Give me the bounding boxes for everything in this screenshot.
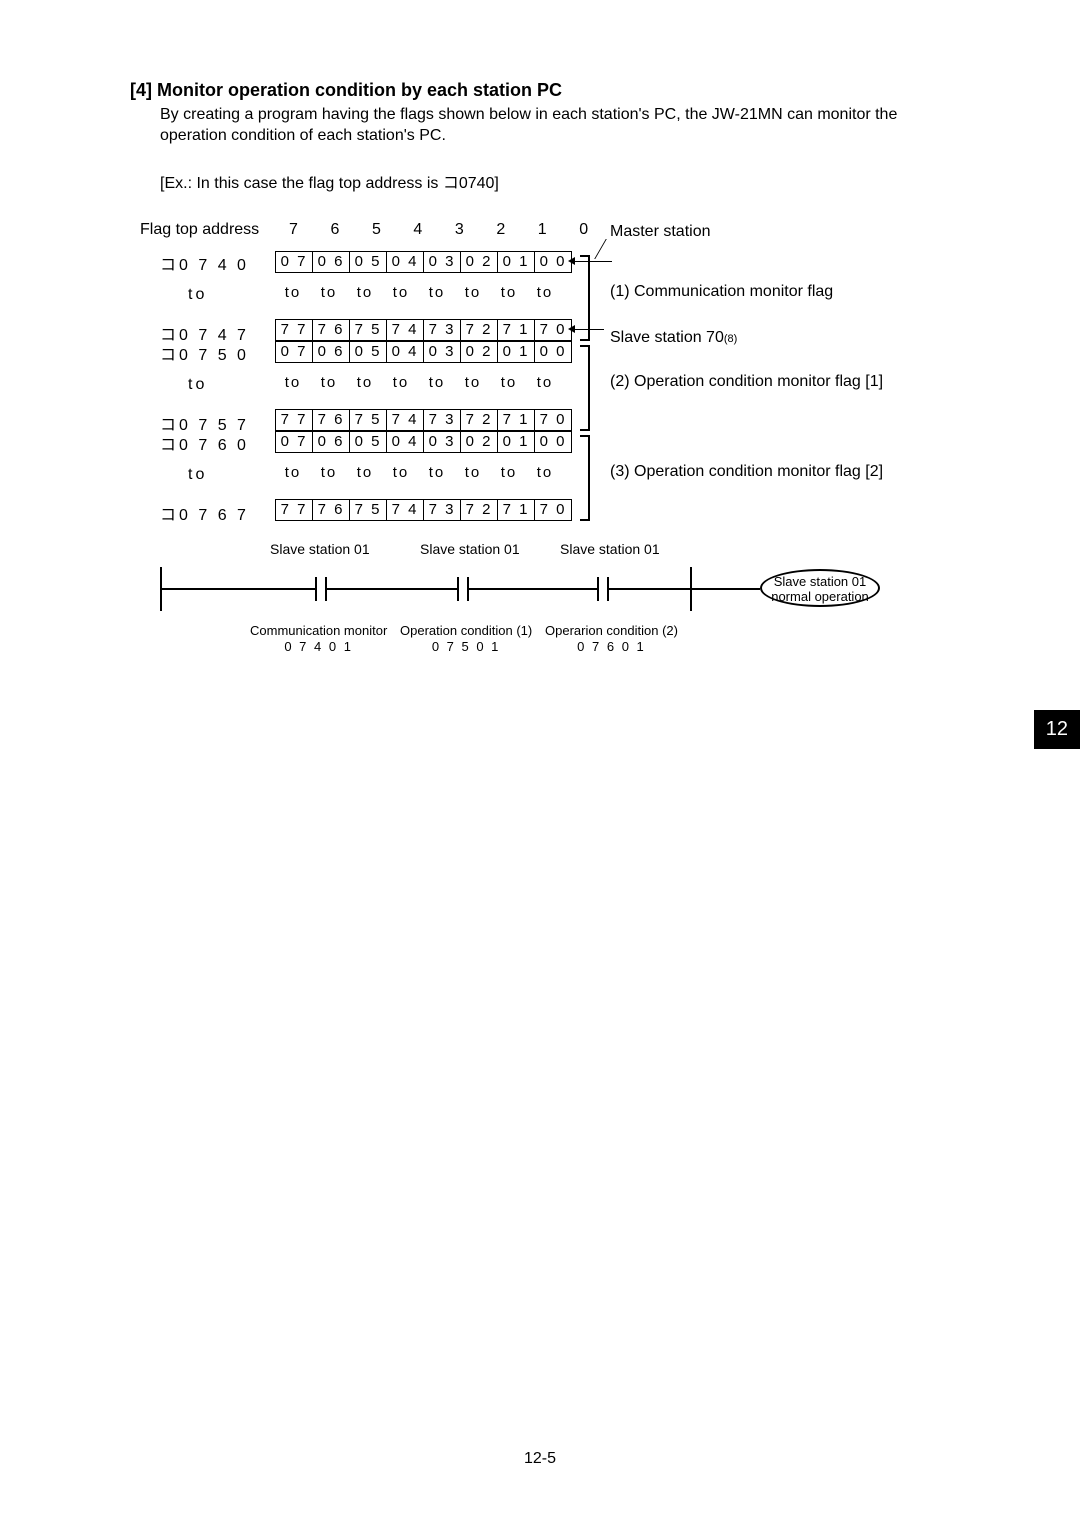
address: コ0 7 6 0 — [160, 431, 249, 455]
section-paragraph: By creating a program having the flags s… — [160, 105, 950, 147]
bracket — [580, 345, 590, 431]
arrow-head-icon — [568, 325, 575, 333]
address: コ0 7 6 7 — [160, 501, 249, 525]
ladder-wire — [469, 588, 597, 590]
bit-header: 6 — [316, 221, 353, 239]
ladder-wire — [609, 588, 690, 590]
arrow-line — [572, 329, 604, 330]
bit-header: 4 — [399, 221, 436, 239]
master-station-label: Master station — [610, 223, 710, 241]
ladder-diagram: Slave station 01 Slave station 01 Slave … — [260, 541, 980, 663]
page-number: 12-5 — [0, 1450, 1080, 1468]
slave-label: Slave station 01 — [420, 541, 520, 557]
address: コ0 7 5 0 — [160, 341, 249, 365]
address: コ0 7 4 0 — [160, 251, 249, 275]
ladder-contact — [315, 577, 327, 601]
bit-header: 0 — [565, 221, 602, 239]
ladder-contact — [457, 577, 469, 601]
ladder-wire — [692, 588, 760, 590]
op-cond-flag-1-label: (2) Operation condition monitor flag [1] — [610, 373, 883, 391]
op-cond-flag-2-label: (3) Operation condition monitor flag [2] — [610, 463, 883, 481]
grid-row: 7 77 67 57 47 37 27 17 0 — [275, 409, 572, 431]
bit-header: 7 — [275, 221, 312, 239]
caption: Operation condition (1) 0 7 5 0 1 — [400, 623, 532, 657]
slave-70-label: Slave station 70(8) — [610, 329, 737, 347]
caption: Communication monitor 0 7 4 0 1 — [250, 623, 387, 657]
caption: Operarion condition (2) 0 7 6 0 1 — [545, 623, 678, 657]
flag-top-address-label: Flag top address — [140, 221, 259, 239]
grid-row: 7 77 67 57 47 37 27 17 0 — [275, 319, 572, 341]
ladder-wire — [327, 588, 457, 590]
leader-line — [594, 239, 608, 259]
grid-row-to: totototototototo — [275, 463, 563, 483]
grid-row-to: totototototototo — [275, 373, 563, 393]
comm-monitor-flag-label: (1) Communication monitor flag — [610, 283, 833, 301]
bit-header-row: 7 6 5 4 3 2 1 0 — [275, 221, 602, 239]
grid-row: 0 70 60 50 40 30 20 10 0 — [275, 341, 572, 363]
ladder-coil: Slave station 01 normal operation — [760, 569, 880, 607]
bit-header: 5 — [358, 221, 395, 239]
address-to: to — [188, 376, 207, 394]
ladder-wire — [160, 588, 315, 590]
bit-header: 2 — [482, 221, 519, 239]
section-heading: [4] Monitor operation condition by each … — [130, 80, 950, 101]
address-to: to — [188, 466, 207, 484]
grid-row-to: totototototototo — [275, 283, 563, 303]
bit-header: 1 — [524, 221, 561, 239]
grid-row: 7 77 67 57 47 37 27 17 0 — [275, 499, 572, 521]
flag-diagram: Flag top address 7 6 5 4 3 2 1 0 コ0 7 4 … — [140, 221, 950, 651]
grid-row: 0 70 60 50 40 30 20 10 0 — [275, 251, 572, 273]
example-text: [Ex.: In this case the flag top address … — [160, 169, 950, 193]
slave-label: Slave station 01 — [560, 541, 660, 557]
bit-header: 3 — [441, 221, 478, 239]
arrow-line — [572, 261, 612, 262]
bracket — [580, 435, 590, 521]
ladder-contact — [597, 577, 609, 601]
page-tab: 12 — [1034, 710, 1080, 749]
arrow-head-icon — [568, 257, 575, 265]
slave-label: Slave station 01 — [270, 541, 370, 557]
grid-row: 0 70 60 50 40 30 20 10 0 — [275, 431, 572, 453]
address-to: to — [188, 286, 207, 304]
